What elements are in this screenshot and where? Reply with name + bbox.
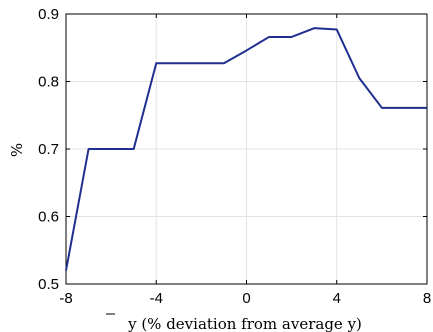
y-tick-label-0: 0.5: [38, 276, 59, 293]
series-layer: [65, 27, 427, 271]
y-axis-label: %: [8, 143, 26, 157]
x-tick-label-0: -8: [59, 290, 72, 307]
y-tick-labels: 0.5 0.6 0.7 0.8 0.9: [38, 6, 59, 293]
y-tick-label-4: 0.9: [38, 6, 59, 23]
x-tick-label-1: -4: [150, 290, 163, 307]
y-tick-label-3: 0.8: [38, 74, 59, 91]
x-tick-labels: -8 -4 0 4 8: [59, 290, 431, 307]
y-tick-label-1: 0.6: [38, 209, 59, 226]
x-tick-label-4: 8: [423, 290, 431, 307]
plot-axes: [65, 13, 428, 285]
series-line-0: [65, 27, 427, 271]
x-tick-label-2: 0: [242, 290, 250, 307]
y-tick-label-2: 0.7: [38, 141, 59, 158]
x-axis-label: y (% deviation from average y): [127, 315, 362, 332]
x-tick-label-3: 4: [333, 290, 341, 307]
